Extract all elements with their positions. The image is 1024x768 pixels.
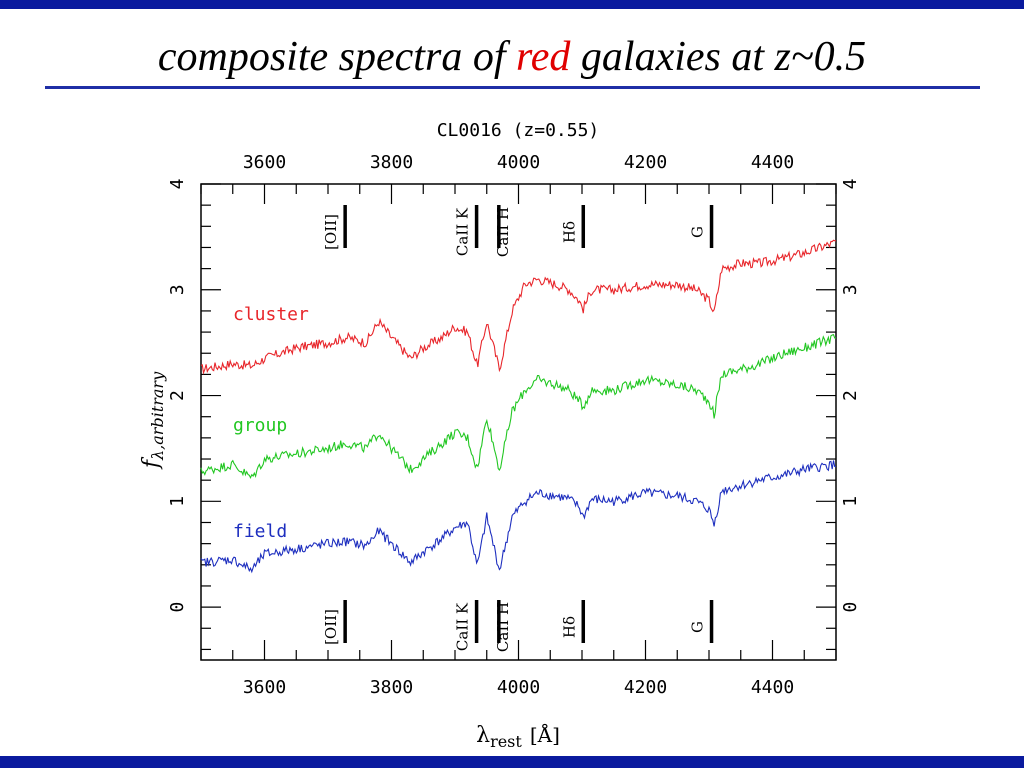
x-tick-label-top: 4000: [497, 152, 540, 173]
legend-cluster: cluster: [233, 304, 309, 325]
y-tick-label-left: 3: [167, 284, 188, 295]
y-tick-label-right: 1: [840, 496, 861, 507]
series-line-field: [200, 460, 837, 574]
line-marker-label: CaII K: [454, 602, 472, 651]
ticks-layer: 3600360038003800400040004200420044004400…: [167, 152, 861, 698]
line-marker-label: Hδ: [560, 221, 578, 243]
series-line-group: [200, 334, 836, 480]
series-line-cluster: [200, 239, 837, 375]
x-tick-label-bottom: 3800: [370, 677, 413, 698]
x-tick-label-bottom: 3600: [243, 677, 286, 698]
y-tick-label-left: 4: [167, 179, 188, 190]
title-highlight-word: red: [515, 34, 571, 80]
x-tick-label-top: 3800: [370, 152, 413, 173]
series-layer: [200, 239, 837, 574]
line-marker-label: CaII H: [494, 207, 512, 257]
y-tick-label-left: 0: [167, 602, 188, 613]
y-tick-label-left: 1: [167, 496, 188, 507]
line-markers-layer: [OII] [OII] CaII K CaII K CaII H CaII H Hδ Hδ G G: [322, 205, 714, 652]
legend-field: field: [233, 521, 287, 542]
y-axis-label: fλ,arbitrary: [139, 371, 167, 470]
line-marker-label: CaII K: [454, 207, 472, 256]
line-marker-label: [OII]: [322, 609, 340, 645]
y-tick-label-right: 3: [840, 284, 861, 295]
title-underline: [45, 86, 980, 89]
top-decor-bar: [0, 0, 1024, 9]
legend-group: group: [233, 415, 287, 436]
bottom-decor-bar: [0, 756, 1024, 768]
x-tick-label-bottom: 4400: [751, 677, 794, 698]
line-marker-label: CaII H: [494, 602, 512, 652]
y-tick-label-right: 0: [840, 602, 861, 613]
line-marker-label: [OII]: [322, 214, 340, 250]
line-marker-label: G: [689, 621, 707, 633]
title-text-start: composite spectra of: [157, 34, 516, 80]
plot-frame: [200, 183, 837, 661]
chart-title: CL0016 (z=0.55): [437, 120, 600, 141]
y-tick-label-left: 2: [167, 390, 188, 401]
slide-title: composite spectra of red galaxies at z~0…: [0, 36, 1024, 78]
legend-layer: cluster group field: [233, 304, 309, 542]
x-tick-label-top: 4200: [624, 152, 667, 173]
y-tick-label-right: 2: [840, 390, 861, 401]
line-marker-label: Hδ: [560, 616, 578, 638]
title-text-end: galaxies at z~0.5: [570, 34, 867, 80]
y-tick-label-right: 4: [840, 179, 861, 190]
x-tick-label-bottom: 4000: [497, 677, 540, 698]
line-marker-label: G: [689, 226, 707, 238]
x-tick-label-bottom: 4200: [624, 677, 667, 698]
x-tick-label-top: 3600: [243, 152, 286, 173]
x-axis-label: λrest [Å]: [476, 722, 560, 751]
x-tick-label-top: 4400: [751, 152, 794, 173]
